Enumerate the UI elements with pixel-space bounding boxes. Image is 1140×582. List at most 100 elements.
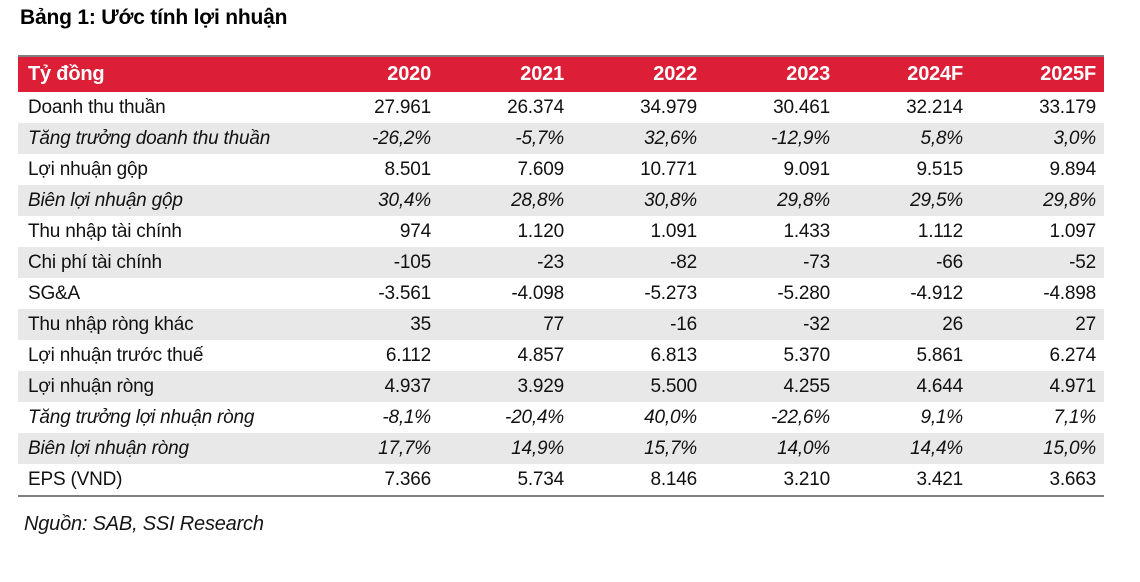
cell-value: 40,0% — [644, 406, 697, 428]
table-row: Biên lợi nhuận gộp 30,4% 28,8% 30,8% 29,8% 29… — [18, 185, 1104, 216]
row-label: Tăng trưởng doanh thu thuần — [18, 123, 306, 154]
cell-value: 32.214 — [906, 96, 963, 118]
cell-value: -5.280 — [777, 282, 830, 304]
cell-value: 3.663 — [1049, 468, 1096, 490]
cell-value: 4.857 — [517, 344, 564, 366]
cell-value: -82 — [572, 247, 705, 278]
cell-value: 15,0% — [971, 433, 1104, 464]
cell-value: 29,5% — [838, 185, 971, 216]
cell-value: 974 — [399, 220, 431, 242]
row-label: Chi phí tài chính — [18, 247, 306, 278]
cell-value: 32,6% — [572, 123, 705, 154]
row-label: Biên lợi nhuận ròng — [18, 433, 306, 464]
page-title: Bảng 1: Ước tính lợi nhuận — [20, 6, 288, 29]
cell-value: 15,7% — [572, 433, 705, 464]
table-row: Tăng trưởng lợi nhuận ròng -8,1% -20,4% 40,… — [18, 402, 1104, 433]
cell-value: 9.515 — [916, 158, 963, 180]
cell-value: -22,6% — [770, 406, 830, 428]
cell-value: 9.091 — [783, 158, 830, 180]
cell-value: 5.370 — [783, 344, 830, 366]
year-header-cell: 2021 — [439, 56, 572, 92]
cell-value: 28,8% — [439, 185, 572, 216]
cell-value: 1.433 — [783, 220, 830, 242]
cell-value: -8,1% — [382, 406, 431, 428]
row-label: Lợi nhuận trước thuế — [28, 344, 204, 366]
table-row: Thu nhập tài chính 974 1.120 1.091 1.433 1.11… — [18, 216, 1104, 247]
table-row: Biên lợi nhuận ròng 17,7% 14,9% 15,7% 14,0% 1… — [18, 433, 1104, 464]
cell-value: 1.112 — [917, 220, 963, 242]
cell-value: 27.961 — [374, 96, 431, 118]
cell-value: 33.179 — [1039, 96, 1096, 118]
table-row: Lợi nhuận gộp 8.501 7.609 10.771 9.091 9.515 9… — [18, 154, 1104, 185]
cell-value: 1.120 — [517, 220, 564, 242]
row-label: Lợi nhuận ròng — [18, 371, 306, 402]
year-header-cell: 2022 — [572, 56, 705, 92]
cell-value: 7.366 — [384, 468, 431, 490]
cell-value: 5.861 — [916, 344, 963, 366]
cell-value: 29,8% — [971, 185, 1104, 216]
cell-value: -23 — [439, 247, 572, 278]
cell-value: -5.273 — [644, 282, 697, 304]
cell-value: 5.734 — [517, 468, 564, 490]
cell-value: 6.813 — [650, 344, 697, 366]
table-header-row: Tỷ đồng 2020 2021 2022 2023 2024F 2025F — [18, 56, 1104, 92]
cell-value: -73 — [705, 247, 838, 278]
cell-value: 3.421 — [916, 468, 963, 490]
row-label: Lợi nhuận gộp — [28, 158, 148, 180]
table-row: Doanh thu thuần 27.961 26.374 34.979 30.461 3… — [18, 92, 1104, 123]
cell-value: 9.894 — [1049, 158, 1096, 180]
cell-value: 4.255 — [705, 371, 838, 402]
year-header-cell: 2025F — [971, 56, 1104, 92]
table-row: Thu nhập ròng khác 35 77 -16 -32 26 27 — [18, 309, 1104, 340]
cell-value: -4.098 — [511, 282, 564, 304]
cell-value: 9,1% — [920, 406, 963, 428]
cell-value: 7.609 — [517, 158, 564, 180]
cell-value: 5.500 — [572, 371, 705, 402]
row-label: EPS (VND) — [28, 468, 123, 490]
source-note: Nguồn: SAB, SSI Research — [24, 513, 264, 535]
cell-value: -52 — [971, 247, 1104, 278]
table-row: SG&A -3.561 -4.098 -5.273 -5.280 -4.912 -4.898 — [18, 278, 1104, 309]
cell-value: -26,2% — [306, 123, 439, 154]
cell-value: 30,4% — [306, 185, 439, 216]
table-row: Tăng trưởng doanh thu thuần -26,2% -5,7% 32… — [18, 123, 1104, 154]
cell-value: -16 — [572, 309, 705, 340]
cell-value: -4.898 — [1043, 282, 1096, 304]
cell-value: 30.461 — [773, 96, 830, 118]
cell-value: -20,4% — [504, 406, 564, 428]
cell-value: 17,7% — [306, 433, 439, 464]
cell-value: 6.274 — [1049, 344, 1096, 366]
table-row: Lợi nhuận ròng 4.937 3.929 5.500 4.255 4.644 4… — [18, 371, 1104, 402]
profit-estimates-table: Tỷ đồng 2020 2021 2022 2023 2024F 2025F Doanh… — [18, 55, 1104, 497]
cell-value: 14,4% — [838, 433, 971, 464]
cell-value: 34.979 — [640, 96, 697, 118]
cell-value: 26 — [838, 309, 971, 340]
cell-value: 1.091 — [650, 220, 697, 242]
row-label: Thu nhập tài chính — [28, 220, 182, 242]
cell-value: 30,8% — [572, 185, 705, 216]
cell-value: 4.644 — [838, 371, 971, 402]
cell-value: -32 — [705, 309, 838, 340]
cell-value: 5,8% — [838, 123, 971, 154]
cell-value: 6.112 — [385, 344, 431, 366]
table-row: EPS (VND) 7.366 5.734 8.146 3.210 3.421 3.663 — [18, 464, 1104, 496]
cell-value: -3.561 — [378, 282, 431, 304]
cell-value: 14,9% — [439, 433, 572, 464]
cell-value: 27 — [971, 309, 1104, 340]
year-header-cell: 2020 — [306, 56, 439, 92]
cell-value: 8.146 — [650, 468, 697, 490]
unit-header-cell: Tỷ đồng — [18, 56, 306, 92]
table-body: Doanh thu thuần 27.961 26.374 34.979 30.461 3… — [18, 92, 1104, 496]
profit-estimates-table-container: Tỷ đồng 2020 2021 2022 2023 2024F 2025F Doanh… — [18, 55, 1104, 497]
row-label: Tăng trưởng lợi nhuận ròng — [28, 406, 255, 428]
cell-value: 10.771 — [640, 158, 697, 180]
year-header-cell: 2024F — [838, 56, 971, 92]
cell-value: 7,1% — [1053, 406, 1096, 428]
cell-value: -66 — [838, 247, 971, 278]
row-label: Biên lợi nhuận gộp — [18, 185, 306, 216]
table-row: Chi phí tài chính -105 -23 -82 -73 -66 -52 — [18, 247, 1104, 278]
row-label: Thu nhập ròng khác — [18, 309, 306, 340]
cell-value: 3.929 — [439, 371, 572, 402]
cell-value: 4.937 — [306, 371, 439, 402]
year-header-cell: 2023 — [705, 56, 838, 92]
